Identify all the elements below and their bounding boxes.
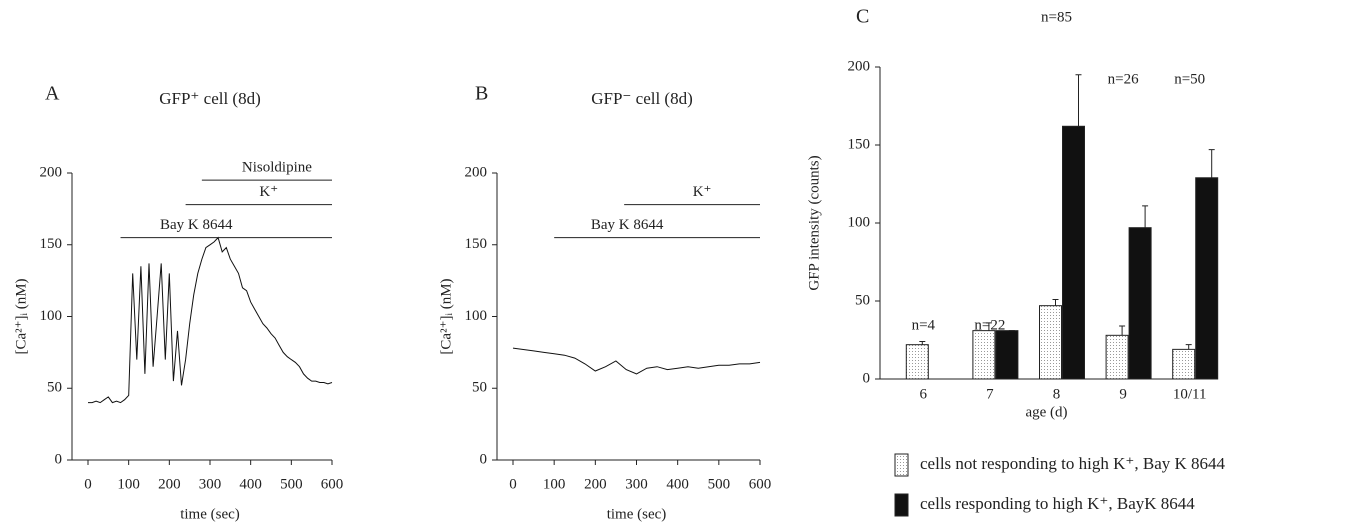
trace xyxy=(512,347,761,375)
treatment-label: Nisoldipine xyxy=(242,160,312,176)
y-tick-label: 0 xyxy=(863,370,871,386)
x-tick-label: 400 xyxy=(666,476,689,492)
y-tick-label: 50 xyxy=(855,292,870,308)
x-tick-label: 100 xyxy=(117,476,140,492)
bar xyxy=(1062,125,1085,380)
panel-label: C xyxy=(856,6,869,28)
y-tick-label: 0 xyxy=(480,451,488,467)
panel-label: A xyxy=(45,83,60,105)
trace xyxy=(88,236,333,404)
panel-label: B xyxy=(475,83,488,105)
x-tick-label: 300 xyxy=(625,476,648,492)
legend-label: cells responding to high K⁺, BayK 8644 xyxy=(920,494,1195,513)
x-tick-label: 200 xyxy=(158,476,181,492)
x-tick-label: 6 xyxy=(920,386,928,402)
bar xyxy=(995,330,1019,380)
bar xyxy=(1128,227,1152,380)
legend-swatch xyxy=(894,453,909,477)
y-tick-label: 50 xyxy=(47,380,62,396)
bar xyxy=(1105,334,1129,380)
y-tick-label: 0 xyxy=(55,451,63,467)
treatment-label: Bay K 8644 xyxy=(160,217,233,233)
group-label: n=50 xyxy=(1174,71,1205,87)
x-tick-label: 600 xyxy=(321,476,344,492)
group-label: n=85 xyxy=(1041,9,1072,25)
error-bar xyxy=(1119,325,1126,336)
bar xyxy=(972,330,996,380)
y-axis-label: GFP intensity (counts) xyxy=(806,155,822,290)
x-axis-label: age (d) xyxy=(1025,404,1067,420)
error-bar xyxy=(1208,149,1215,178)
y-tick-label: 150 xyxy=(465,236,488,252)
y-tick-label: 100 xyxy=(848,214,871,230)
x-tick-label: 300 xyxy=(199,476,222,492)
y-tick-label: 200 xyxy=(40,164,63,180)
chart-title: GFP⁺ cell (8d) xyxy=(159,89,261,108)
legend-swatch xyxy=(894,493,909,517)
error-bar xyxy=(1142,205,1149,228)
legend-label: cells not responding to high K⁺, Bay K 8… xyxy=(920,454,1226,473)
treatment-label: K⁺ xyxy=(259,184,278,200)
y-tick-label: 150 xyxy=(40,236,63,252)
x-tick-label: 500 xyxy=(708,476,731,492)
treatment-label: Bay K 8644 xyxy=(591,217,664,233)
x-axis-label: time (sec) xyxy=(607,506,667,522)
error-bar xyxy=(1052,298,1059,306)
x-tick-label: 200 xyxy=(584,476,607,492)
x-tick-label: 9 xyxy=(1119,386,1127,402)
y-tick-label: 150 xyxy=(848,136,871,152)
x-tick-label: 10/11 xyxy=(1173,386,1207,402)
bar xyxy=(905,344,929,380)
y-tick-label: 200 xyxy=(465,164,488,180)
group-label: n=4 xyxy=(912,317,936,333)
x-tick-label: 7 xyxy=(986,386,994,402)
error-bar xyxy=(1075,74,1082,127)
x-tick-label: 500 xyxy=(280,476,303,492)
x-tick-label: 8 xyxy=(1053,386,1061,402)
x-tick-label: 100 xyxy=(543,476,566,492)
y-axis-label: [Ca²⁺]ᵢ (nM) xyxy=(438,278,454,354)
bar xyxy=(1195,177,1219,380)
x-axis-label: time (sec) xyxy=(180,506,240,522)
y-tick-label: 100 xyxy=(40,308,63,324)
x-tick-label: 0 xyxy=(84,476,92,492)
y-axis-label: [Ca²⁺]ᵢ (nM) xyxy=(13,278,29,354)
x-tick-label: 400 xyxy=(239,476,262,492)
x-tick-label: 600 xyxy=(749,476,772,492)
y-tick-label: 200 xyxy=(848,58,871,74)
error-bar xyxy=(985,322,992,331)
y-tick-label: 50 xyxy=(472,380,487,396)
y-tick-label: 100 xyxy=(465,308,488,324)
bar xyxy=(1039,305,1062,380)
chart-title: GFP⁻ cell (8d) xyxy=(591,89,693,108)
error-bar xyxy=(919,341,926,345)
bar xyxy=(1172,348,1196,380)
group-label: n=26 xyxy=(1108,71,1139,87)
error-bar xyxy=(1185,344,1192,350)
x-tick-label: 0 xyxy=(509,476,517,492)
treatment-label: K⁺ xyxy=(693,184,712,200)
group-label: n=22 xyxy=(974,317,1005,333)
